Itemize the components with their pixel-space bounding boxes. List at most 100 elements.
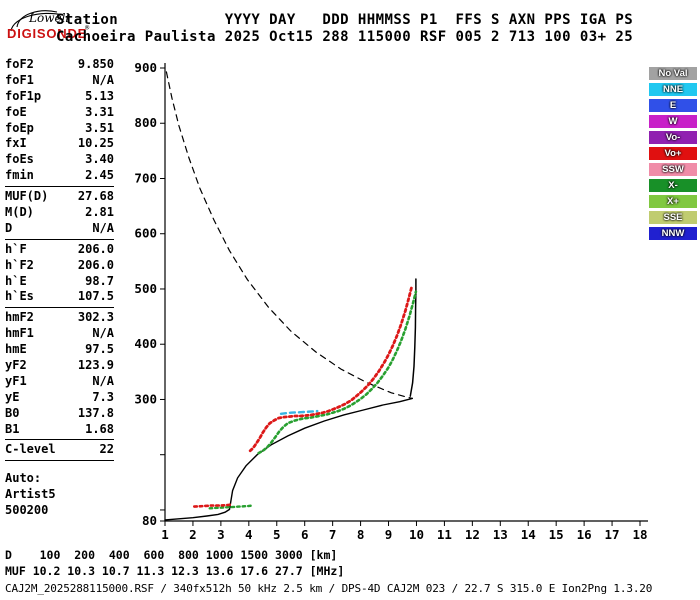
- param-value: 206.0: [77, 257, 114, 272]
- x-axis-tick-label: 6: [301, 527, 309, 542]
- logo-lowell-text: Lowell: [28, 11, 69, 25]
- parameter-panel: foF2 9.850 foF1 N/A foF1p 5.13 foE 3.31 foEp 3.51…: [5, 57, 114, 519]
- digisonde-logo: Lowell DIGISONDE ®: [7, 10, 90, 41]
- param-label: fmin: [5, 168, 34, 183]
- panel-separator: [5, 307, 114, 309]
- autoscaling-info: Auto: Artist5 500200: [5, 471, 114, 519]
- param-value: N/A: [92, 326, 114, 341]
- legend-item-x: X-: [649, 179, 697, 192]
- x-axis-tick-label: 5: [273, 527, 281, 542]
- param-value: 302.3: [77, 310, 114, 325]
- y-axis-tick-label: 80: [142, 513, 157, 528]
- y-axis-tick-label: 800: [134, 115, 157, 130]
- param-value: 3.51: [85, 120, 114, 135]
- param-row-hmf2: hmF2 302.3: [5, 310, 114, 326]
- param-value: 107.5: [77, 289, 114, 304]
- legend-item-ssw: SSW: [649, 163, 697, 176]
- x-axis-tick-label: 7: [329, 527, 337, 542]
- x-axis-tick-label: 14: [521, 527, 536, 542]
- x-axis-tick-label: 12: [465, 527, 480, 542]
- param-row-hf: h`F 206.0: [5, 242, 114, 258]
- param-value: 22: [99, 442, 114, 457]
- trace-restored-trace-asymptote: [409, 278, 417, 397]
- param-label: foF1p: [5, 88, 42, 103]
- legend-item-w: W: [649, 115, 697, 128]
- logo-registered-mark: ®: [85, 24, 90, 32]
- param-value: 1.68: [85, 421, 114, 436]
- param-row-fmin: fmin 2.45: [5, 168, 114, 184]
- plot-axes: [164, 63, 648, 522]
- param-value: 98.7: [85, 273, 114, 288]
- param-row-fxi: fxI 10.25: [5, 136, 114, 152]
- param-row-hme: hmE 97.5: [5, 342, 114, 358]
- x-axis-tick-label: 1: [161, 527, 169, 542]
- y-axis-tick-label: 500: [134, 281, 157, 296]
- param-label: C-level: [5, 442, 56, 457]
- param-row-yf1: yF1 N/A: [5, 374, 114, 390]
- param-label: MUF(D): [5, 189, 49, 204]
- param-label: hmF2: [5, 310, 34, 325]
- param-label: h`Es: [5, 289, 34, 304]
- header-column-labels: Station YYYY DAY DDD HHMMSS P1 FFS S AXN…: [56, 12, 634, 28]
- param-row-hmf1: hmF1 N/A: [5, 326, 114, 342]
- param-label: h`F: [5, 241, 27, 256]
- param-label: h`F2: [5, 257, 34, 272]
- param-label: foE: [5, 104, 27, 119]
- param-value: N/A: [92, 373, 114, 388]
- param-value: 5.13: [85, 88, 114, 103]
- y-axis-tick-label: 900: [134, 60, 157, 75]
- param-row-fof1: foF1 N/A: [5, 73, 114, 89]
- param-row-md: M(D) 2.81: [5, 205, 114, 221]
- y-axis-tick-label: 400: [134, 336, 157, 351]
- param-value: 9.850: [77, 57, 114, 71]
- param-label: B0: [5, 405, 20, 420]
- param-label: hmF1: [5, 326, 34, 341]
- legend-item-sse: SSE: [649, 211, 697, 224]
- param-label: fxI: [5, 136, 27, 151]
- param-row-b0: B0 137.8: [5, 406, 114, 422]
- trace-topside-profile-extrapolated: [165, 71, 413, 399]
- x-axis-tick-label: 13: [493, 527, 508, 542]
- param-value: 206.0: [77, 241, 114, 256]
- param-value: 27.68: [77, 189, 114, 204]
- param-row-yf2: yF2 123.9: [5, 358, 114, 374]
- autoscaling-row-auto: Auto:: [5, 471, 42, 486]
- x-axis-tick-label: 10: [409, 527, 424, 542]
- trace-oblique-echo-trace: [279, 409, 319, 415]
- param-row-fof1p: foF1p 5.13: [5, 89, 114, 105]
- param-row-mufd: MUF(D) 27.68: [5, 189, 114, 205]
- trace-o-mode-trace: [248, 286, 413, 453]
- legend-item-x: X+: [649, 195, 697, 208]
- param-label: yF2: [5, 358, 27, 373]
- param-label: B1: [5, 421, 20, 436]
- param-label: M(D): [5, 205, 34, 220]
- legend-item-e: E: [649, 99, 697, 112]
- x-axis-tick-label: 3: [217, 527, 225, 542]
- x-axis-tick-label: 8: [357, 527, 365, 542]
- param-row-foe: foE 3.31: [5, 105, 114, 121]
- logo-swoosh2-icon: [10, 12, 64, 32]
- param-row-ye: yE 7.3: [5, 390, 114, 406]
- x-axis-tick-label: 17: [605, 527, 620, 542]
- param-value: 137.8: [77, 405, 114, 420]
- echo-direction-legend: No Val NNE E W Vo- Vo+ SSW X- X+ SSE NNW: [649, 67, 697, 243]
- param-label: yE: [5, 389, 20, 404]
- x-axis-tick-label: 18: [632, 527, 647, 542]
- param-row-hes: h`Es 107.5: [5, 289, 114, 305]
- param-value: N/A: [92, 220, 114, 235]
- param-value: N/A: [92, 72, 114, 87]
- param-value: 123.9: [77, 358, 114, 373]
- file-info-line: CAJ2M_2025288115000.RSF / 340fx512h 50 k…: [5, 582, 653, 595]
- header-station-values: Cachoeira Paulista 2025 Oct15 288 115000…: [56, 29, 634, 45]
- y-axis-tick-label: 600: [134, 226, 157, 241]
- param-row-d: D N/A: [5, 221, 114, 237]
- y-axis-tick-label: 300: [134, 391, 157, 406]
- legend-item-vo: Vo-: [649, 131, 697, 144]
- param-value: 97.5: [85, 342, 114, 357]
- x-axis-tick-label: 4: [245, 527, 253, 542]
- x-axis-tick-label: 2: [189, 527, 197, 542]
- param-label: foF1: [5, 72, 34, 87]
- param-value: 7.3: [92, 389, 114, 404]
- autoscaling-row-artist5: Artist5: [5, 487, 56, 502]
